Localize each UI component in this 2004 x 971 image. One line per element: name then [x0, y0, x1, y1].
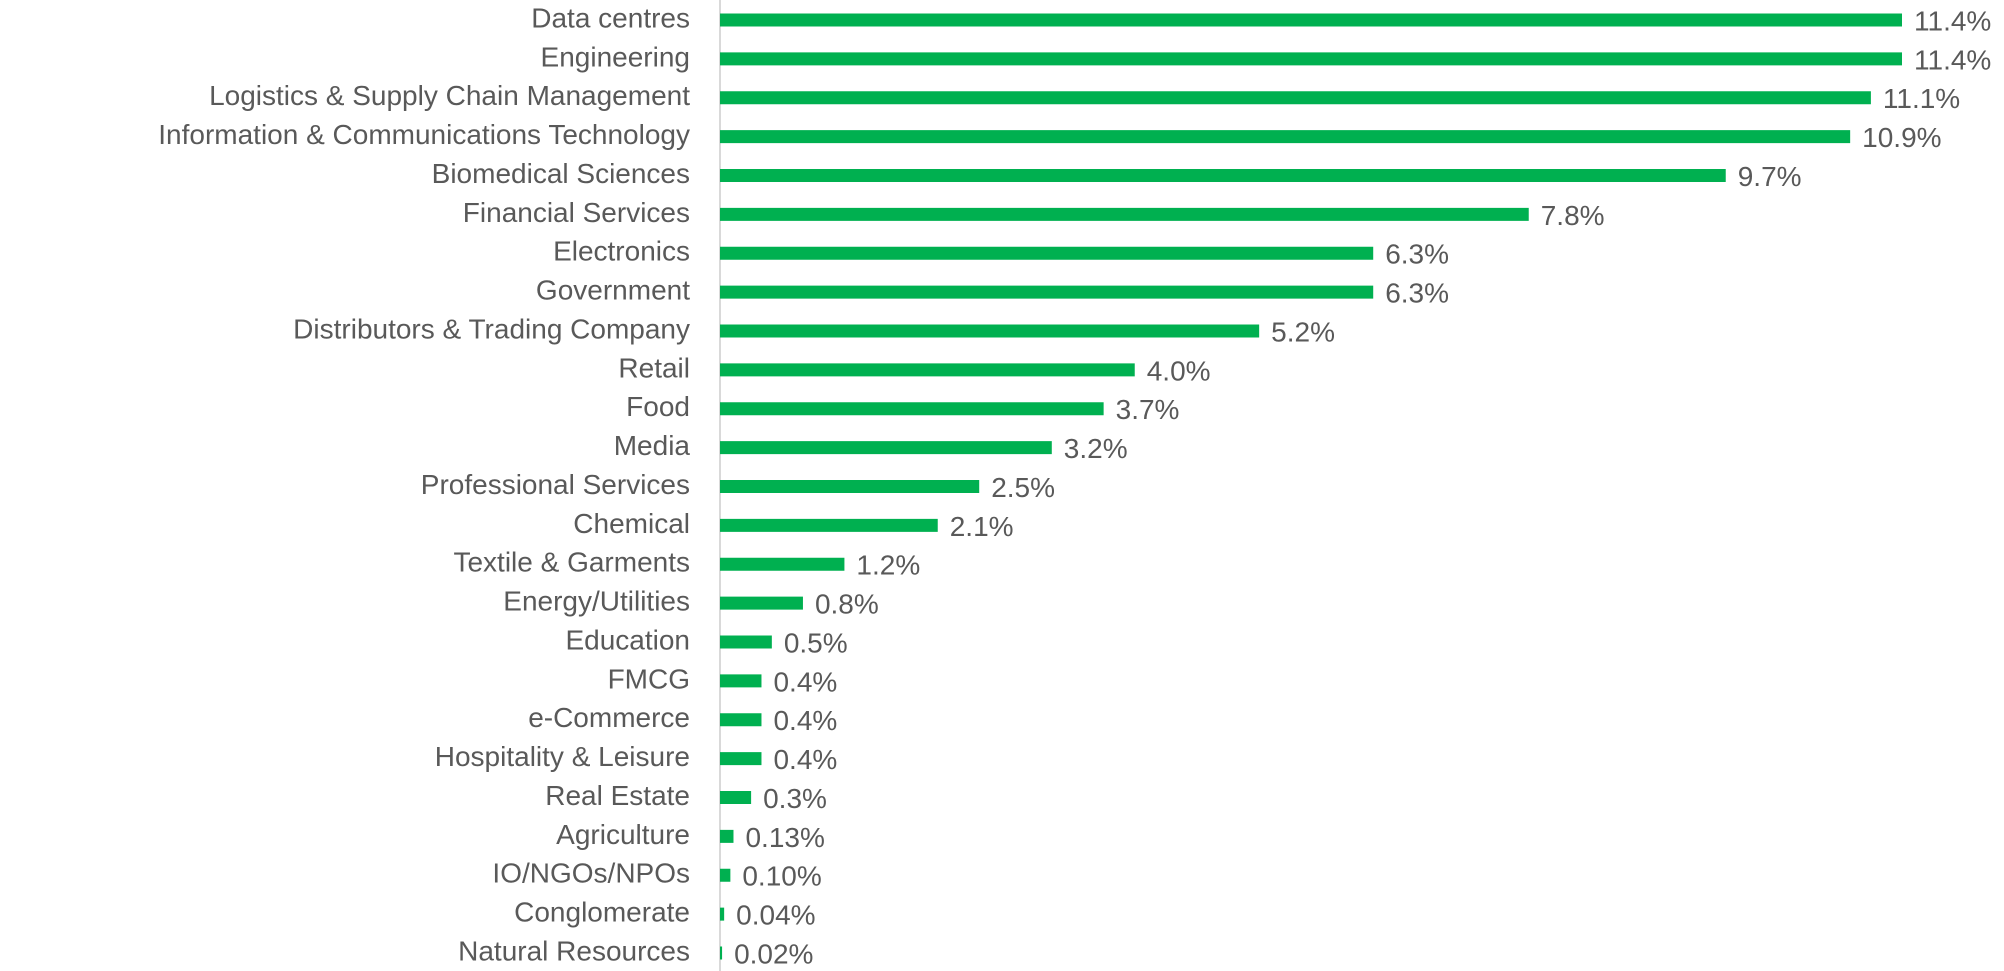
category-label: e-Commerce — [528, 702, 690, 733]
category-label: Engineering — [541, 41, 690, 72]
category-label: Data centres — [531, 2, 690, 33]
bar — [720, 13, 1902, 27]
value-label: 11.4% — [1914, 44, 1991, 75]
value-label: 2.5% — [991, 472, 1055, 503]
category-label: Electronics — [553, 236, 690, 267]
category-label: Natural Resources — [458, 935, 690, 966]
value-label: 9.7% — [1738, 161, 1802, 192]
value-label: 11.1% — [1883, 83, 1960, 114]
bar — [720, 480, 980, 493]
bar — [720, 402, 1104, 416]
bar — [720, 829, 734, 843]
bar — [720, 518, 938, 532]
bar — [720, 91, 1871, 105]
bar — [720, 324, 1260, 338]
value-label: 6.3% — [1385, 278, 1449, 309]
bar — [720, 596, 803, 610]
value-label: 0.4% — [773, 744, 837, 775]
category-label: Information & Communications Technology — [158, 119, 690, 150]
category-label: IO/NGOs/NPOs — [492, 858, 690, 889]
bar — [720, 130, 1851, 144]
value-label: 0.13% — [745, 822, 824, 853]
bar — [720, 246, 1374, 260]
value-label: 11.4% — [1914, 5, 1991, 36]
value-label: 0.4% — [773, 705, 837, 736]
category-label: Logistics & Supply Chain Management — [209, 80, 690, 111]
value-label: 0.8% — [815, 589, 879, 620]
bar — [720, 52, 1902, 66]
value-label: 10.9% — [1862, 122, 1941, 153]
bar — [720, 791, 752, 804]
category-label: Media — [614, 430, 691, 461]
bar — [720, 713, 762, 727]
category-label: Agriculture — [556, 819, 690, 850]
value-label: 2.1% — [950, 511, 1014, 542]
value-label: 6.3% — [1385, 239, 1449, 270]
bar — [720, 169, 1726, 182]
value-label: 1.2% — [856, 550, 920, 581]
category-label: FMCG — [608, 663, 690, 694]
value-label: 0.04% — [736, 900, 815, 931]
category-label: Distributors & Trading Company — [293, 313, 690, 344]
bar — [720, 868, 731, 882]
value-label: 0.02% — [734, 938, 813, 969]
value-label: 3.2% — [1064, 433, 1128, 464]
category-label: Real Estate — [545, 780, 690, 811]
value-label: 7.8% — [1541, 200, 1605, 231]
category-label: Chemical — [573, 508, 690, 539]
category-label: Energy/Utilities — [503, 586, 690, 617]
category-label: Professional Services — [421, 469, 690, 500]
bar — [720, 946, 723, 960]
bar — [720, 285, 1374, 299]
bar — [720, 635, 772, 649]
value-label: 0.3% — [763, 783, 827, 814]
category-label: Retail — [618, 352, 690, 383]
value-label: 0.5% — [784, 627, 848, 658]
value-label: 5.2% — [1271, 316, 1335, 347]
value-label: 4.0% — [1147, 355, 1211, 386]
category-label: Financial Services — [463, 197, 690, 228]
category-label: Biomedical Sciences — [432, 158, 690, 189]
value-label: 0.4% — [773, 666, 837, 697]
category-label: Government — [536, 275, 690, 306]
category-label: Textile & Garments — [453, 547, 690, 578]
bar — [720, 363, 1135, 377]
bar — [720, 674, 762, 688]
bar — [720, 441, 1052, 455]
category-label: Food — [626, 391, 690, 422]
value-label: 0.10% — [742, 861, 821, 892]
bar — [720, 207, 1529, 221]
value-label: 3.7% — [1116, 394, 1180, 425]
category-label: Conglomerate — [514, 897, 690, 928]
bar — [720, 752, 762, 766]
bar — [720, 907, 725, 921]
category-label: Education — [565, 624, 690, 655]
bar — [720, 557, 845, 571]
category-label: Hospitality & Leisure — [435, 741, 690, 772]
